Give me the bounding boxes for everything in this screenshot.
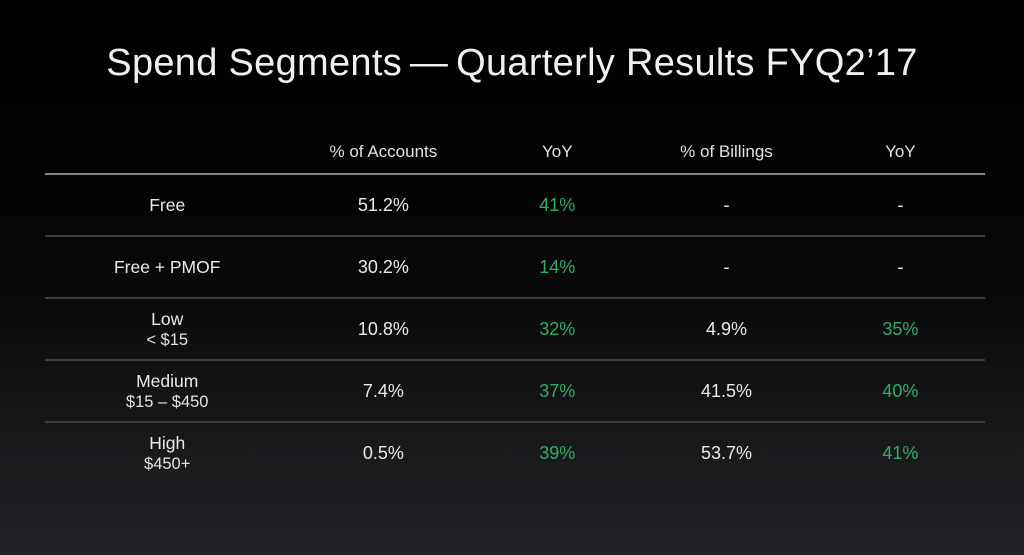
segment-range: $15 – $450 xyxy=(125,392,209,411)
table-row-high: High $450+ 0.5% 39% 53.7% 41% xyxy=(45,423,985,483)
table-row-free: Free 51.2% 41% - - xyxy=(45,175,985,237)
segment-label: High $450+ xyxy=(45,433,289,474)
billings-yoy: 35% xyxy=(882,318,919,339)
accounts-pct: 51.2% xyxy=(357,194,409,215)
billings-pct: - xyxy=(723,194,730,215)
billings-pct: - xyxy=(723,256,730,277)
accounts-yoy: 37% xyxy=(539,380,576,401)
accounts-yoy: 14% xyxy=(539,256,576,277)
column-header-accounts: % of Accounts xyxy=(329,142,438,161)
table-header-row: % of Accounts YoY % of Billings YoY xyxy=(45,131,985,175)
column-header-billings-yoy: YoY xyxy=(885,142,916,161)
segment-name: High xyxy=(149,432,186,453)
segment-name: Low xyxy=(151,308,184,329)
segment-label: Low < $15 xyxy=(45,309,289,350)
accounts-pct: 30.2% xyxy=(357,256,409,277)
segment-label: Free + PMOF xyxy=(45,257,289,278)
accounts-yoy: 39% xyxy=(539,442,576,463)
table-row-medium: Medium $15 – $450 7.4% 37% 41.5% 40% xyxy=(45,361,985,423)
spend-segments-table: % of Accounts YoY % of Billings YoY Free… xyxy=(45,131,985,483)
segment-range: $450+ xyxy=(144,454,191,473)
billings-yoy: 40% xyxy=(882,380,919,401)
billings-pct: 4.9% xyxy=(705,318,747,339)
column-header-accounts-yoy: YoY xyxy=(542,142,573,161)
column-header-billings: % of Billings xyxy=(680,142,773,161)
billings-pct: 41.5% xyxy=(700,380,752,401)
accounts-yoy: 32% xyxy=(539,318,576,339)
table-row-low: Low < $15 10.8% 32% 4.9% 35% xyxy=(45,299,985,361)
segment-label: Free xyxy=(45,195,289,216)
segment-name: Medium xyxy=(136,370,199,391)
segment-label: Medium $15 – $450 xyxy=(45,371,289,412)
page-title: Spend Segments — Quarterly Results FYQ2’… xyxy=(106,42,918,84)
accounts-pct: 10.8% xyxy=(357,318,409,339)
segment-name: Free xyxy=(149,194,186,215)
accounts-yoy: 41% xyxy=(539,194,576,215)
accounts-pct: 0.5% xyxy=(362,442,404,463)
billings-pct: 53.7% xyxy=(700,442,752,463)
billings-yoy: - xyxy=(897,256,904,277)
segment-name: Free + PMOF xyxy=(113,256,221,277)
billings-yoy: 41% xyxy=(882,442,919,463)
segment-range: < $15 xyxy=(146,330,189,349)
billings-yoy: - xyxy=(897,194,904,215)
table-row-free-pmof: Free + PMOF 30.2% 14% - - xyxy=(45,237,985,299)
accounts-pct: 7.4% xyxy=(362,380,404,401)
